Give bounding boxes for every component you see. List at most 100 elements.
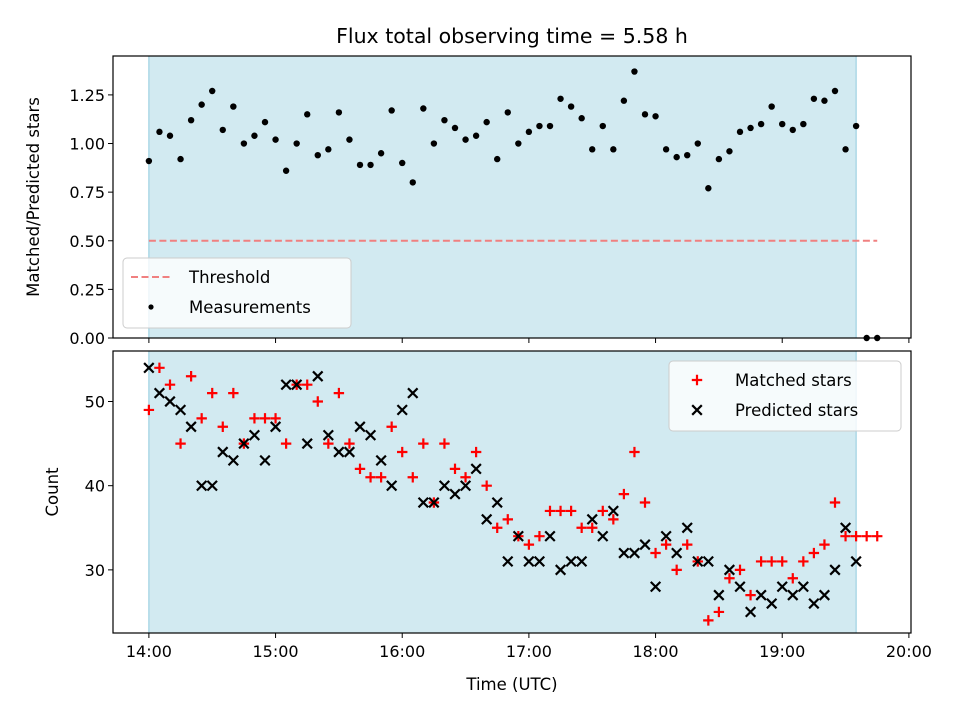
predicted-stars-point (702, 555, 714, 568)
matched-stars-point (375, 472, 387, 483)
matched-stars-point (154, 362, 165, 374)
measurements-point (589, 146, 596, 153)
measurements-point (462, 136, 469, 143)
measurements-point (325, 146, 332, 153)
legend-predicted-stars-label: Predicted stars (735, 401, 858, 420)
measurements-point (356, 161, 364, 169)
predicted-stars-point (364, 429, 377, 441)
measurements-point (494, 155, 501, 163)
predicted-stars-point (322, 429, 334, 441)
predicted-stars-point (544, 530, 556, 542)
matched-stars-point (323, 438, 334, 449)
matched-stars-point (333, 387, 345, 399)
predicted-stars-point (217, 446, 229, 458)
matched-stars-point (164, 379, 176, 390)
matched-stars-point (565, 505, 577, 517)
predicted-stars-point (164, 395, 176, 408)
predicted-stars-point (681, 522, 693, 534)
y-axis-label: Matched/Predicted stars (24, 97, 43, 297)
matched-stars-point (808, 547, 820, 559)
measurements-point (145, 157, 153, 165)
predicted-stars-point (628, 547, 641, 559)
x-tick-label: 14:00 (126, 642, 172, 661)
matched-stars-point (671, 564, 682, 576)
matched-stars-point (798, 556, 809, 567)
matched-stars-point (207, 387, 218, 399)
predicted-stars-point (407, 387, 419, 399)
measurements-point (483, 118, 490, 126)
predicted-stars-point (238, 438, 250, 450)
measurements-point (620, 97, 628, 104)
measurements-point (546, 122, 554, 130)
y-tick-label: 0.50 (69, 232, 105, 251)
measurements-point (747, 124, 754, 132)
predicted-stars-point (607, 505, 619, 517)
predicted-stars-point (649, 581, 662, 593)
matched-stars-point (185, 371, 197, 382)
measurements-point (705, 185, 712, 192)
measurements-point (261, 118, 269, 126)
measurements-point (251, 132, 258, 139)
predicted-stars-point (491, 496, 503, 509)
matched-stars-point (502, 514, 513, 525)
predicted-stars-point (386, 480, 398, 492)
predicted-stars-point (428, 496, 440, 509)
legend-matched-stars-label: Matched stars (735, 371, 852, 390)
predicted-stars-point (829, 564, 841, 576)
measurements-point (821, 97, 828, 104)
measurements-point (610, 146, 617, 153)
measurements-point (230, 103, 237, 110)
predicted-stars-point (755, 589, 767, 601)
matched-stars-point (576, 522, 587, 533)
matched-stars-point (534, 530, 545, 542)
measurements-point (240, 140, 248, 147)
matched-stars-point (175, 438, 186, 449)
matched-stars-point (724, 573, 735, 584)
measurements-point (652, 113, 659, 120)
predicted-stars-point (196, 480, 208, 492)
predicted-stars-point (818, 589, 831, 601)
measurements-point (472, 132, 480, 139)
measurements-point (451, 124, 459, 132)
matched-stars-point (302, 379, 313, 390)
measurements-point (335, 109, 343, 116)
measurements-point (156, 128, 163, 136)
matched-stars-point (228, 387, 239, 399)
measurements-point (282, 167, 290, 174)
matched-stars-point (650, 547, 661, 559)
predicted-stars-point (438, 480, 451, 492)
matched-stars-point (787, 573, 798, 584)
predicted-stars-point (248, 429, 261, 441)
predicted-stars-point (850, 555, 862, 568)
matched-stars-point (344, 438, 355, 449)
measurements-point (367, 161, 374, 169)
measurements-point (314, 151, 321, 159)
matched-stars-point (143, 404, 155, 416)
predicted-stars-point (143, 362, 155, 374)
predicted-stars-point (523, 555, 535, 568)
measurements-point (631, 68, 638, 75)
predicted-stars-point (766, 597, 778, 610)
predicted-stars-point (597, 530, 609, 542)
predicted-stars-point (586, 513, 598, 525)
predicted-stars-point (671, 547, 683, 559)
legend-predicted-stars-handle (691, 404, 703, 416)
matched-stars-point (587, 522, 598, 533)
measurements-point (831, 87, 839, 95)
predicted-stars-point (734, 581, 746, 593)
matched-stars-point (850, 530, 862, 542)
matched-stars-point (703, 615, 714, 626)
measurements-point (420, 105, 427, 112)
x-tick-label: 18:00 (633, 642, 679, 661)
measurements-point (304, 111, 311, 118)
matched-stars-point (365, 472, 376, 483)
y-tick-label: 1.00 (69, 135, 105, 154)
y-tick-label: 0.75 (69, 183, 105, 202)
predicted-stars-point (618, 547, 630, 559)
matched-stars-point (639, 497, 651, 508)
predicted-stars-point (692, 555, 704, 568)
matched-stars-point (861, 530, 872, 542)
matched-stars-point (217, 421, 228, 432)
measurements-point (694, 140, 701, 147)
